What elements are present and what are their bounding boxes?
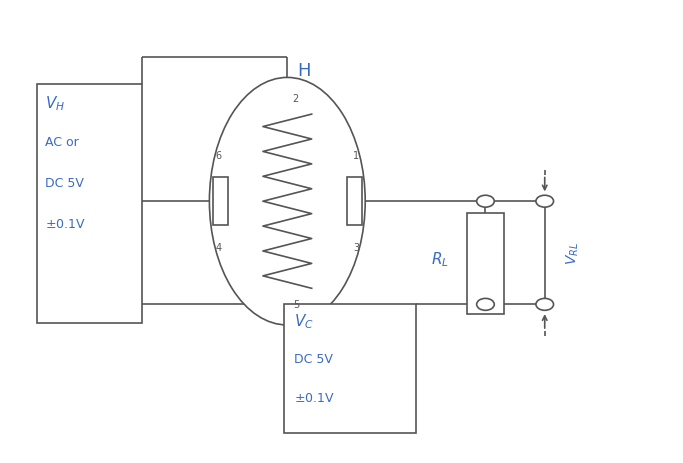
Circle shape [477,196,494,208]
Text: 5: 5 [293,299,299,309]
Text: DC 5V: DC 5V [294,353,333,366]
Bar [466,213,504,314]
Ellipse shape [210,78,365,325]
Text: 2: 2 [293,94,299,104]
Text: H: H [298,307,311,325]
Text: 1: 1 [353,151,359,161]
Bar [37,85,141,323]
Bar [347,178,362,226]
Circle shape [477,299,494,311]
Bar [213,178,227,226]
Text: 4: 4 [216,243,221,252]
Bar [284,305,416,433]
Circle shape [536,299,553,311]
Text: $\pm$0.1V: $\pm$0.1V [45,218,85,231]
Text: 6: 6 [216,151,221,161]
Text: H: H [298,62,311,80]
Text: DC 5V: DC 5V [45,176,83,189]
Text: $V_{RL}$: $V_{RL}$ [565,242,581,265]
Text: 3: 3 [353,243,359,252]
Text: $V_C$: $V_C$ [294,312,314,330]
Text: $R_L$: $R_L$ [431,250,449,268]
Text: AC or: AC or [45,136,79,149]
Text: $\pm$0.1V: $\pm$0.1V [294,392,335,405]
Text: $V_H$: $V_H$ [45,94,65,113]
Circle shape [536,196,553,208]
